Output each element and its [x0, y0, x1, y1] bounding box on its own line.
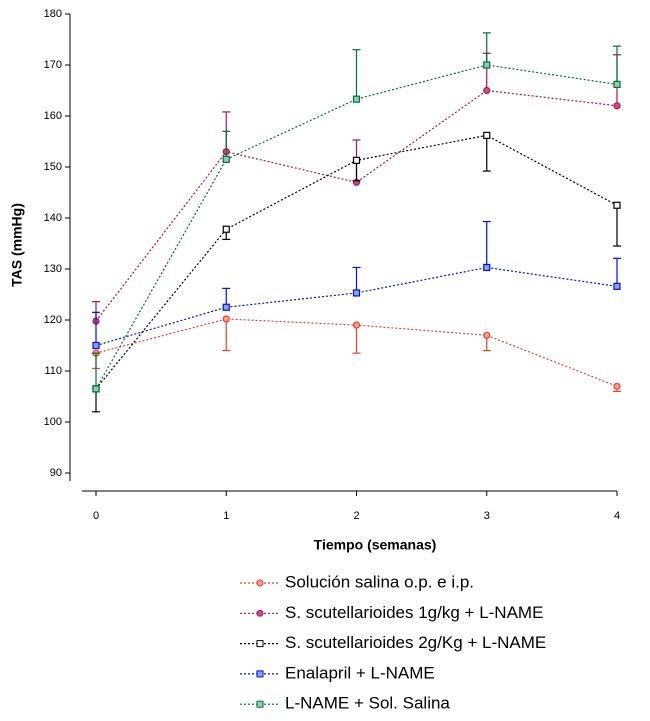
x-tick-label: 3 [484, 510, 490, 522]
y-tick-label: 160 [44, 110, 62, 122]
marker [222, 303, 230, 311]
error-bar [482, 220, 491, 268]
marker [613, 382, 621, 390]
legend-marker [256, 640, 264, 648]
marker [613, 102, 621, 110]
legend-label: S. scutellarioides 1g/kg + L-NAME [285, 603, 543, 622]
legend-marker [256, 670, 264, 678]
legend-label: S. scutellarioides 2g/Kg + L-NAME [285, 633, 546, 652]
y-tick-label: 150 [44, 161, 62, 173]
marker [613, 282, 621, 290]
x-tick-label: 1 [223, 510, 229, 522]
legend-label: Enalapril + L-NAME [285, 663, 435, 682]
y-axis-title: TAS (mmHg) [9, 203, 25, 287]
marker [613, 80, 621, 88]
error-bar [482, 32, 491, 65]
error-bar [92, 388, 100, 413]
marker [483, 86, 491, 95]
error-bar [352, 325, 361, 354]
legend-label: Solución salina o.p. e i.p. [285, 572, 474, 591]
y-tick-label: 100 [44, 416, 62, 428]
marker [92, 341, 100, 350]
marker [92, 385, 100, 393]
legend-label: L-NAME + Sol. Salina [285, 694, 450, 713]
legend-marker [256, 609, 264, 617]
marker [222, 225, 230, 233]
y-tick-label: 90 [50, 467, 62, 479]
marker [352, 95, 361, 103]
marker [222, 315, 230, 323]
error-bar [613, 257, 621, 287]
error-bar [613, 205, 621, 247]
error-bar [92, 311, 100, 346]
x-axis-title: Tiempo (semanas) [314, 537, 437, 553]
marker [483, 331, 491, 339]
marker [483, 131, 491, 139]
y-tick-label: 170 [44, 59, 62, 71]
marker [483, 61, 491, 69]
marker [613, 201, 621, 209]
x-tick-label: 4 [614, 510, 620, 522]
y-tick-label: 110 [44, 365, 62, 377]
legend-marker [256, 579, 264, 587]
y-tick-label: 120 [44, 314, 62, 326]
x-tick-label: 2 [353, 510, 359, 522]
error-bar [222, 318, 231, 352]
marker [352, 289, 361, 297]
error-bar [482, 135, 491, 172]
y-tick-label: 180 [44, 8, 62, 20]
x-tick-label: 0 [93, 510, 99, 522]
marker [222, 155, 230, 163]
legend-marker [256, 700, 264, 708]
marker [352, 321, 361, 329]
error-bar [613, 45, 621, 85]
error-bar [352, 49, 361, 100]
error-bar [92, 352, 100, 389]
error-bar [352, 266, 361, 293]
series-line [95, 64, 618, 390]
y-tick-label: 140 [44, 212, 62, 224]
marker [352, 156, 361, 164]
error-bar [222, 130, 231, 160]
marker [483, 263, 491, 272]
y-tick-label: 130 [44, 263, 62, 275]
